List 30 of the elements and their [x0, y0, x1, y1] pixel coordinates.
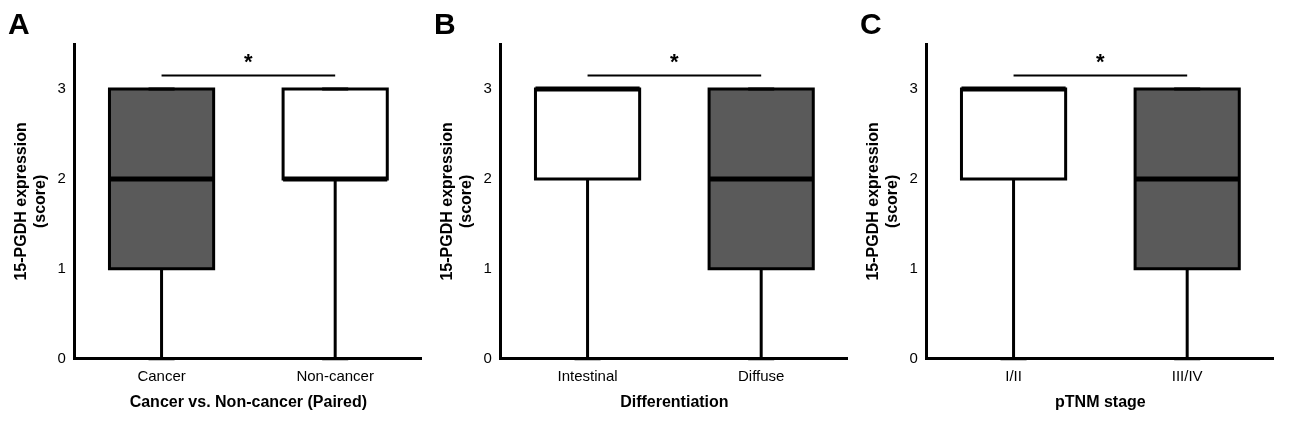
y-tick-label: 2	[57, 169, 66, 187]
chart-title: C	[860, 7, 882, 41]
y-axis-title: 15-PGDH expression (score)	[864, 122, 901, 281]
x-axis-title: Cancer vs. Non-cancer (Paired)	[129, 392, 368, 410]
y-axis-title: 15-PGDH expression (score)	[438, 122, 475, 281]
chart-title: A	[8, 7, 30, 41]
y-tick-label: 2	[483, 169, 492, 187]
annotation: *	[670, 48, 680, 74]
annotation: *	[244, 48, 254, 74]
y-tick-label: 1	[909, 259, 918, 276]
y-tick-label: 2	[909, 169, 918, 187]
y-tick-label: 0	[57, 348, 66, 366]
y-tick-label: 3	[483, 79, 492, 97]
y-tick-label: 0	[483, 348, 492, 366]
x-axis-title: pTNM stage	[1055, 392, 1146, 410]
y-tick-label: 1	[57, 259, 66, 276]
x-tick-label: Intestinal	[557, 366, 618, 384]
annotation: *	[1096, 48, 1106, 74]
x-axis-title: Differentiation	[620, 392, 729, 410]
x-tick-label: III/IV	[1171, 366, 1203, 384]
y-tick-label: 3	[909, 79, 918, 97]
y-tick-label: 0	[909, 348, 918, 366]
x-tick-label: Cancer	[137, 366, 186, 384]
y-tick-label: 3	[57, 79, 66, 97]
x-tick-label: I/II	[1005, 366, 1022, 384]
x-tick-label: Diffuse	[737, 366, 785, 384]
y-axis-title: 15-PGDH expression (score)	[12, 122, 49, 281]
chart-title: B	[434, 7, 456, 41]
x-tick-label: Non-cancer	[296, 366, 374, 384]
y-tick-label: 1	[483, 259, 492, 276]
